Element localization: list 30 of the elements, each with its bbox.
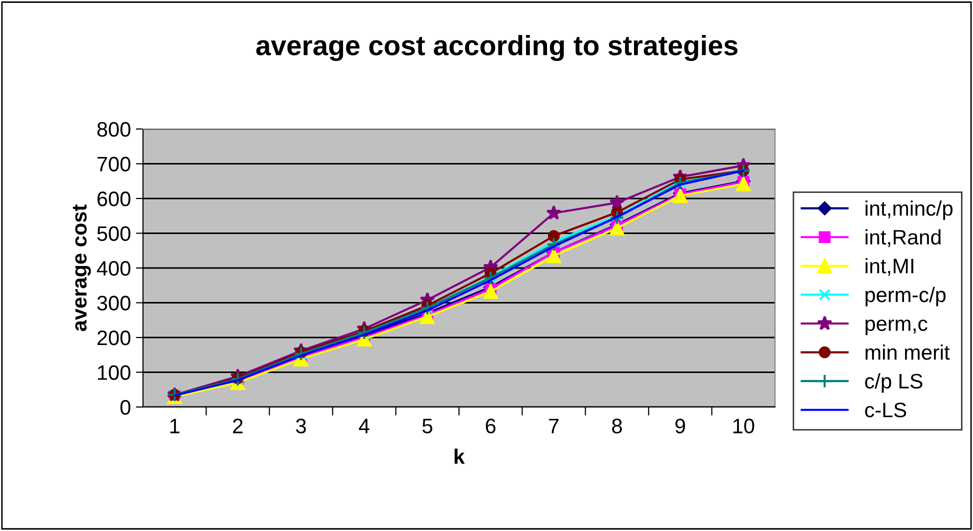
y-tick-label: 200 <box>97 330 130 346</box>
x-tick-label: 10 <box>733 418 754 434</box>
x-tick-label: 3 <box>296 418 306 434</box>
y-tick-label: 400 <box>96 261 130 276</box>
y-tick-label: 0 <box>120 400 130 415</box>
y-tick-label: 100 <box>98 365 130 380</box>
chart-title: average cost according to strategies <box>256 34 738 62</box>
x-tick-label: 7 <box>549 418 559 434</box>
x-axis-title: k <box>454 448 465 464</box>
legend-label: c/p LS <box>865 373 922 393</box>
y-tick-label: 300 <box>97 296 130 311</box>
legend-label: int,Rand <box>866 229 941 248</box>
x-tick-label: 6 <box>486 418 496 434</box>
legend-label: c-LS <box>865 402 906 418</box>
y-tick-label: 500 <box>97 226 130 242</box>
x-tick-label: 2 <box>233 418 243 434</box>
y-tick-label: 600 <box>97 192 130 206</box>
legend-label: int,minc/p <box>866 200 953 220</box>
legend-label: min merit <box>866 344 950 360</box>
x-tick-label: 5 <box>422 418 432 434</box>
x-tick-label: 9 <box>675 418 686 434</box>
x-tick-label: 4 <box>358 418 370 434</box>
y-tick-label: 700 <box>98 156 130 172</box>
y-tick-label: 800 <box>97 122 130 137</box>
legend-label: perm-c/p <box>866 286 946 306</box>
x-tick-label: 1 <box>170 418 180 434</box>
x-tick-label: 8 <box>612 418 622 434</box>
y-axis-title: average cost <box>72 204 91 332</box>
legend-label: perm,c <box>866 320 928 336</box>
legend-label: int,MI <box>866 258 914 276</box>
